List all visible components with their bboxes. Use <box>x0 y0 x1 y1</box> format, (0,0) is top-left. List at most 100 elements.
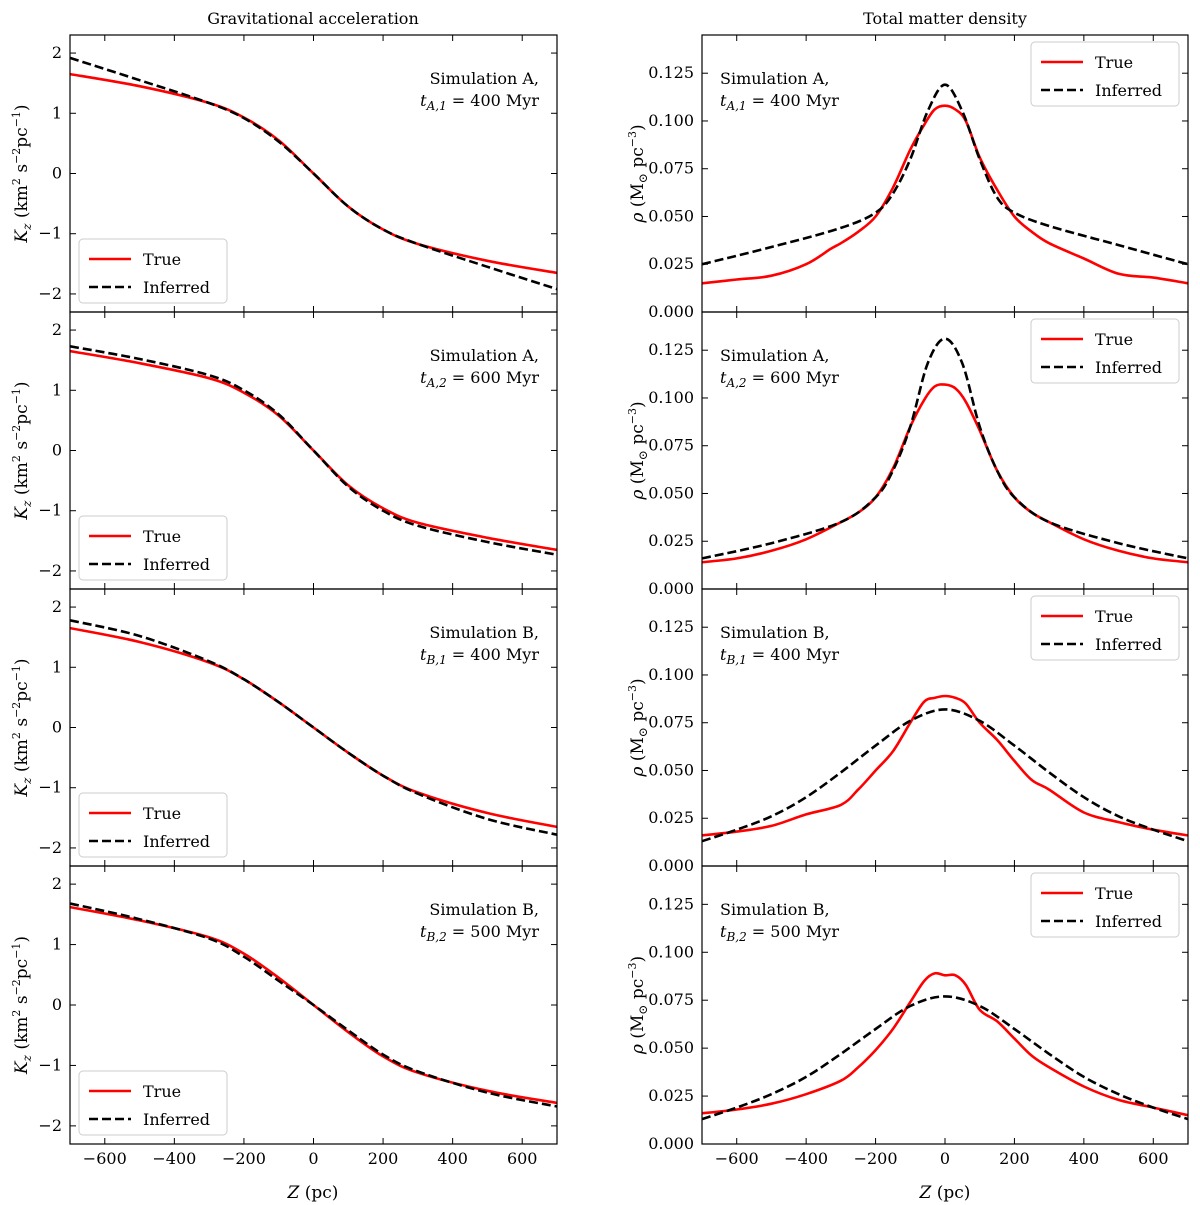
y-axis-label: ρ (M⊙ pc−3) <box>626 401 650 500</box>
y-tick-label: 0.025 <box>648 808 694 827</box>
y-tick-label: 0.125 <box>648 894 694 913</box>
y-tick-label: 0.050 <box>648 760 694 779</box>
legend: True Inferred <box>1030 318 1180 384</box>
y-tick-label: −2 <box>38 284 62 303</box>
y-axis-label: Kz (km2 s−2pc−1) <box>10 381 34 520</box>
series-line-inferred <box>702 83 1188 266</box>
series-line-true <box>70 349 557 552</box>
y-tick-label: 0.125 <box>648 63 694 82</box>
y-tick-label: 0.100 <box>648 388 694 407</box>
annotation-time: tA,1 = 400 Myr <box>420 91 539 113</box>
legend-label-true: True <box>1095 53 1133 72</box>
series-line-inferred <box>702 708 1188 843</box>
series-line-inferred <box>702 337 1188 560</box>
series-line-inferred <box>70 56 557 291</box>
y-axis-label: ρ (M⊙ pc−3) <box>626 678 650 777</box>
x-axis-label-right: Z (pc) <box>919 1183 971 1203</box>
annotation-sim: Simulation A, <box>430 69 539 88</box>
legend-label-inferred: Inferred <box>143 832 210 851</box>
y-tick-label: 0.000 <box>648 856 694 875</box>
panels-group: 2 1 0 −1 −2 Kz (km2 s−2pc−1) Simulation A, tA,1… <box>10 34 1189 1168</box>
panel-rho-row-3: −600 −400 −200 0 200 400 600 0.125 0.100 0.075 0.0… <box>626 865 1189 1168</box>
y-tick-label: 0.075 <box>648 713 694 732</box>
annotation-time: tB,2 = 500 Myr <box>420 922 539 944</box>
y-tick-label: 0.025 <box>648 531 694 550</box>
x-axis-label-left-units: (pc) <box>299 1183 338 1203</box>
series-group <box>702 971 1188 1121</box>
y-tick-label: 0.100 <box>648 111 694 130</box>
series-line-inferred <box>702 995 1188 1121</box>
annotation-time: tB,1 = 400 Myr <box>420 645 539 667</box>
y-tick-label: 1 <box>52 103 62 122</box>
panel-rho-row-1: 0.125 0.100 0.075 0.050 0.025 0.000 ρ (M⊙ pc−3… <box>626 311 1189 598</box>
y-tick-label: −2 <box>38 1116 62 1135</box>
legend: True Inferred <box>78 238 228 304</box>
panel-acc-row-3: −600 −400 −200 0 200 400 600 2 1 0 −1 −2 Kz (km2 s−2… <box>10 865 558 1168</box>
legend: True Inferred <box>78 792 228 858</box>
y-tick-label: 0.075 <box>648 990 694 1009</box>
legend: True Inferred <box>78 1070 228 1136</box>
series-group <box>70 345 557 556</box>
y-tick-label: 2 <box>52 597 62 616</box>
annotation-sim: Simulation B, <box>720 900 830 919</box>
legend: True Inferred <box>1030 872 1180 938</box>
series-group <box>70 56 557 291</box>
annotation-time: tA,2 = 600 Myr <box>420 368 539 390</box>
x-tick-label: 400 <box>437 1149 468 1168</box>
y-tick-label: 0.125 <box>648 617 694 636</box>
x-tick-label: 400 <box>1069 1149 1100 1168</box>
annotation-sim: Simulation A, <box>430 346 539 365</box>
panel-rho-row-2: 0.125 0.100 0.075 0.050 0.025 0.000 ρ (M⊙ pc−3… <box>626 588 1189 875</box>
legend-label-inferred: Inferred <box>1095 912 1162 931</box>
x-tick-label: 200 <box>368 1149 399 1168</box>
annotation-time: tB,2 = 500 Myr <box>720 922 839 944</box>
y-tick-label: 0.050 <box>648 483 694 502</box>
legend: True Inferred <box>1030 41 1180 107</box>
y-tick-label: 2 <box>52 43 62 62</box>
legend-label-true: True <box>143 1082 181 1101</box>
y-tick-label: 0.075 <box>648 159 694 178</box>
legend-label-true: True <box>1095 607 1133 626</box>
y-tick-label: −1 <box>38 1055 62 1074</box>
series-line-inferred <box>70 345 557 556</box>
y-tick-label: −1 <box>38 224 62 243</box>
series-line-true <box>702 694 1188 837</box>
y-tick-label: −1 <box>38 501 62 520</box>
column-title-density: Total matter density <box>863 9 1027 28</box>
y-tick-label: 0 <box>52 718 62 737</box>
series-group <box>70 902 557 1108</box>
series-group <box>702 83 1188 285</box>
x-tick-label: 200 <box>999 1149 1030 1168</box>
legend: True Inferred <box>78 515 228 581</box>
y-tick-label: 0.000 <box>648 1134 694 1153</box>
annotation-sim: Simulation B, <box>429 900 539 919</box>
x-tick-label: −600 <box>715 1149 759 1168</box>
y-axis-label: Kz (km2 s−2pc−1) <box>10 658 34 797</box>
y-tick-label: 0.025 <box>648 1086 694 1105</box>
y-tick-label: 0 <box>52 995 62 1014</box>
y-tick-label: 1 <box>52 657 62 676</box>
x-axis-label-left: Z (pc) <box>287 1183 339 1203</box>
y-tick-label: 2 <box>52 874 62 893</box>
legend-label-inferred: Inferred <box>1095 81 1162 100</box>
panel-frame <box>69 865 558 1145</box>
panel-acc-row-2: 2 1 0 −1 −2 Kz (km2 s−2pc−1) Simulation B, tB,1… <box>10 588 558 867</box>
y-tick-label: 0.050 <box>648 206 694 225</box>
y-tick-label: 2 <box>52 320 62 339</box>
y-tick-label: 0.025 <box>648 254 694 273</box>
column-title-acceleration: Gravitational acceleration <box>207 9 419 28</box>
series-group <box>702 337 1188 564</box>
legend-label-inferred: Inferred <box>1095 358 1162 377</box>
y-tick-label: 0.050 <box>648 1038 694 1057</box>
legend-label-true: True <box>1095 330 1133 349</box>
legend-label-true: True <box>143 804 181 823</box>
y-tick-label: 0.100 <box>648 665 694 684</box>
panel-rho-row-0: 0.125 0.100 0.075 0.050 0.025 0.000 ρ (M⊙ pc−3… <box>626 34 1189 321</box>
annotation-time: tA,2 = 600 Myr <box>720 368 839 390</box>
y-tick-label: 1 <box>52 380 62 399</box>
y-tick-label: −1 <box>38 778 62 797</box>
y-tick-label: 0.075 <box>648 436 694 455</box>
y-axis-label: ρ (M⊙ pc−3) <box>626 124 650 223</box>
legend-label-inferred: Inferred <box>1095 635 1162 654</box>
